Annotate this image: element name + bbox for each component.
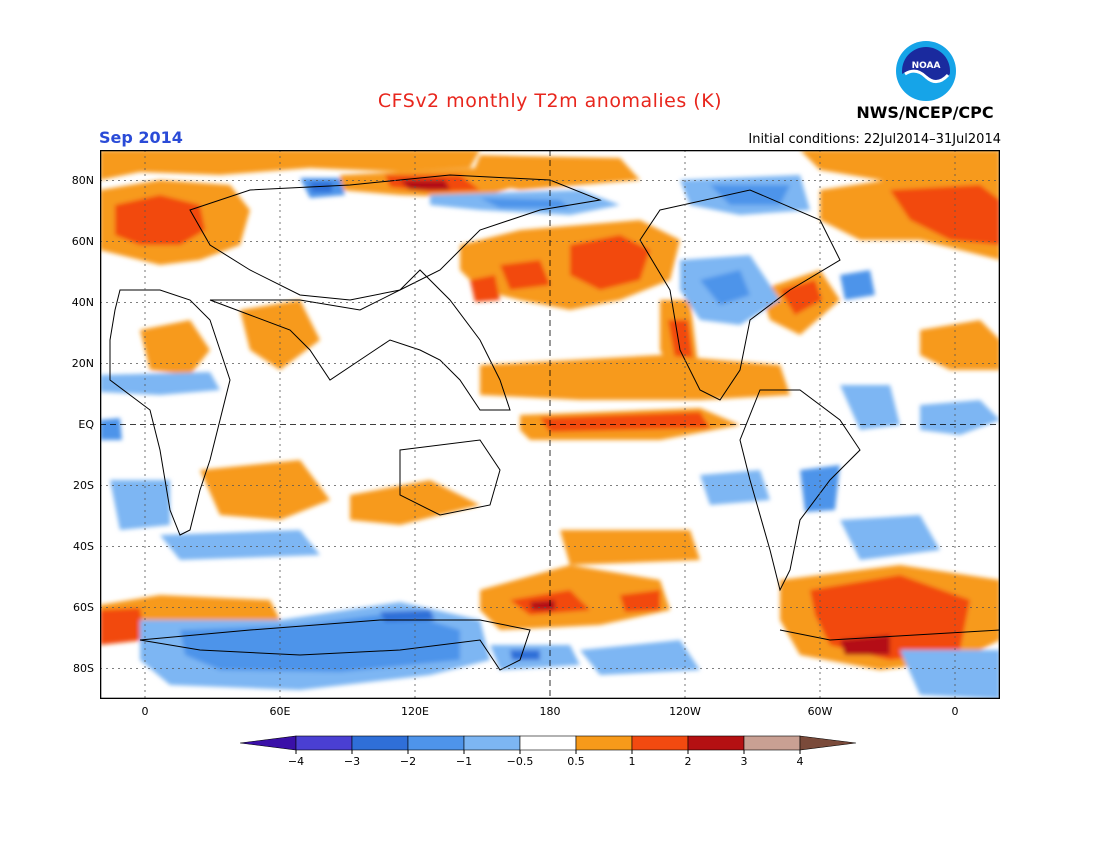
lon-label: 60W — [807, 705, 833, 718]
legend-swatch — [295, 735, 353, 751]
legend-swatch — [351, 735, 409, 751]
lat-label: 80S — [73, 661, 94, 675]
lat-label: 20N — [71, 356, 94, 370]
anomaly-shading — [100, 150, 1000, 699]
coastlines — [109, 174, 1000, 671]
lon-label: 120E — [401, 705, 429, 718]
lat-label: 20S — [73, 478, 94, 492]
lat-label: EQ — [78, 417, 94, 431]
legend-tick-label: −3 — [344, 755, 360, 768]
legend-swatch — [519, 735, 577, 751]
legend-swatch — [687, 735, 745, 751]
lon-label: 0 — [141, 705, 149, 718]
legend-tick-label: 3 — [741, 755, 748, 768]
legend-swatch — [407, 735, 465, 751]
lat-label: 60S — [73, 600, 94, 614]
map-gridlines — [100, 150, 1000, 699]
anomaly-map — [100, 150, 1000, 699]
map-frame — [100, 150, 1000, 699]
map-title: CFSv2 monthly T2m anomalies (K) — [377, 90, 723, 112]
lat-label: 60N — [71, 234, 94, 248]
lat-label: 40S — [73, 539, 94, 553]
lat-label: 40N — [71, 295, 94, 309]
agency-label: NWS/NCEP/CPC — [856, 103, 994, 122]
lon-label: 120W — [669, 705, 701, 718]
initial-conditions: Initial conditions: 22Jul2014–31Jul2014 — [748, 132, 1001, 147]
legend-tick-label: −4 — [288, 755, 304, 768]
legend-swatch — [239, 735, 297, 751]
legend-tick-label: 4 — [797, 755, 804, 768]
legend-tick-label: −0.5 — [507, 755, 534, 768]
legend-tick-label: −1 — [456, 755, 472, 768]
legend-tick-label: 1 — [629, 755, 636, 768]
noaa-logo-text: NOAA — [912, 61, 941, 71]
lon-label: 60E — [269, 705, 291, 718]
forecast-month: Sep 2014 — [99, 128, 183, 147]
legend-tick-label: 0.5 — [567, 755, 585, 768]
noaa-logo: NOAA — [895, 40, 957, 102]
legend-swatch — [631, 735, 689, 751]
legend-swatch — [575, 735, 633, 751]
color-legend: −4 −3 −2 −1 −0.5 0.5 1 2 3 4 — [239, 734, 860, 774]
legend-swatch — [799, 735, 857, 751]
legend-swatch — [463, 735, 521, 751]
lat-label: 80N — [71, 173, 94, 187]
lon-label: 180 — [539, 705, 561, 718]
legend-tick-label: 2 — [685, 755, 692, 768]
legend-tick-label: −2 — [400, 755, 416, 768]
legend-swatch — [743, 735, 801, 751]
lon-label: 0 — [951, 705, 959, 718]
